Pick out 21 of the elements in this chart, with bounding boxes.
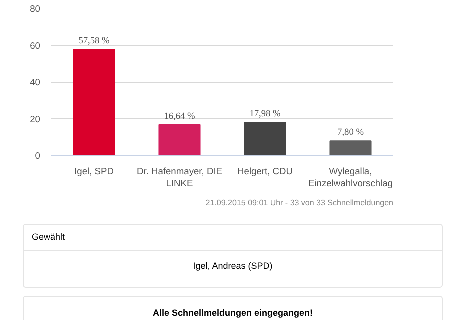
x-tick-label: Dr. Hafenmayer, DIE LINKE bbox=[136, 166, 223, 188]
x-tick-label: Igel, SPD bbox=[74, 166, 114, 176]
text: Igel, Andreas (SPD) bbox=[192, 260, 274, 273]
data-label: 16,64 % bbox=[164, 112, 196, 122]
text: 21.09.2015 09:01 Uhr - 33 von 33 Schnellmeldungen bbox=[206, 198, 394, 208]
text: Alle Schnellmeldungen eingegangen! bbox=[23, 296, 443, 320]
y-tick-label: 40 bbox=[30, 78, 41, 88]
data-label: 57,58 % bbox=[78, 36, 110, 47]
bar bbox=[244, 122, 286, 156]
bar bbox=[330, 140, 372, 156]
data-label: 17,98 % bbox=[250, 109, 282, 120]
y-tick-label: 20 bbox=[30, 114, 41, 124]
y-tick-label: 60 bbox=[30, 40, 41, 51]
y-tick-label: 80 bbox=[30, 4, 41, 14]
y-tick-label: 0 bbox=[35, 151, 41, 161]
text: Gewählt bbox=[24, 225, 442, 251]
x-tick-label: Helgert, CDU bbox=[238, 166, 294, 176]
data-label: 7,80 % bbox=[338, 128, 364, 138]
x-tick-label: Wylegalla, Einzelwahlvorschlag bbox=[308, 166, 394, 188]
bar bbox=[158, 124, 201, 156]
bar bbox=[73, 49, 116, 156]
